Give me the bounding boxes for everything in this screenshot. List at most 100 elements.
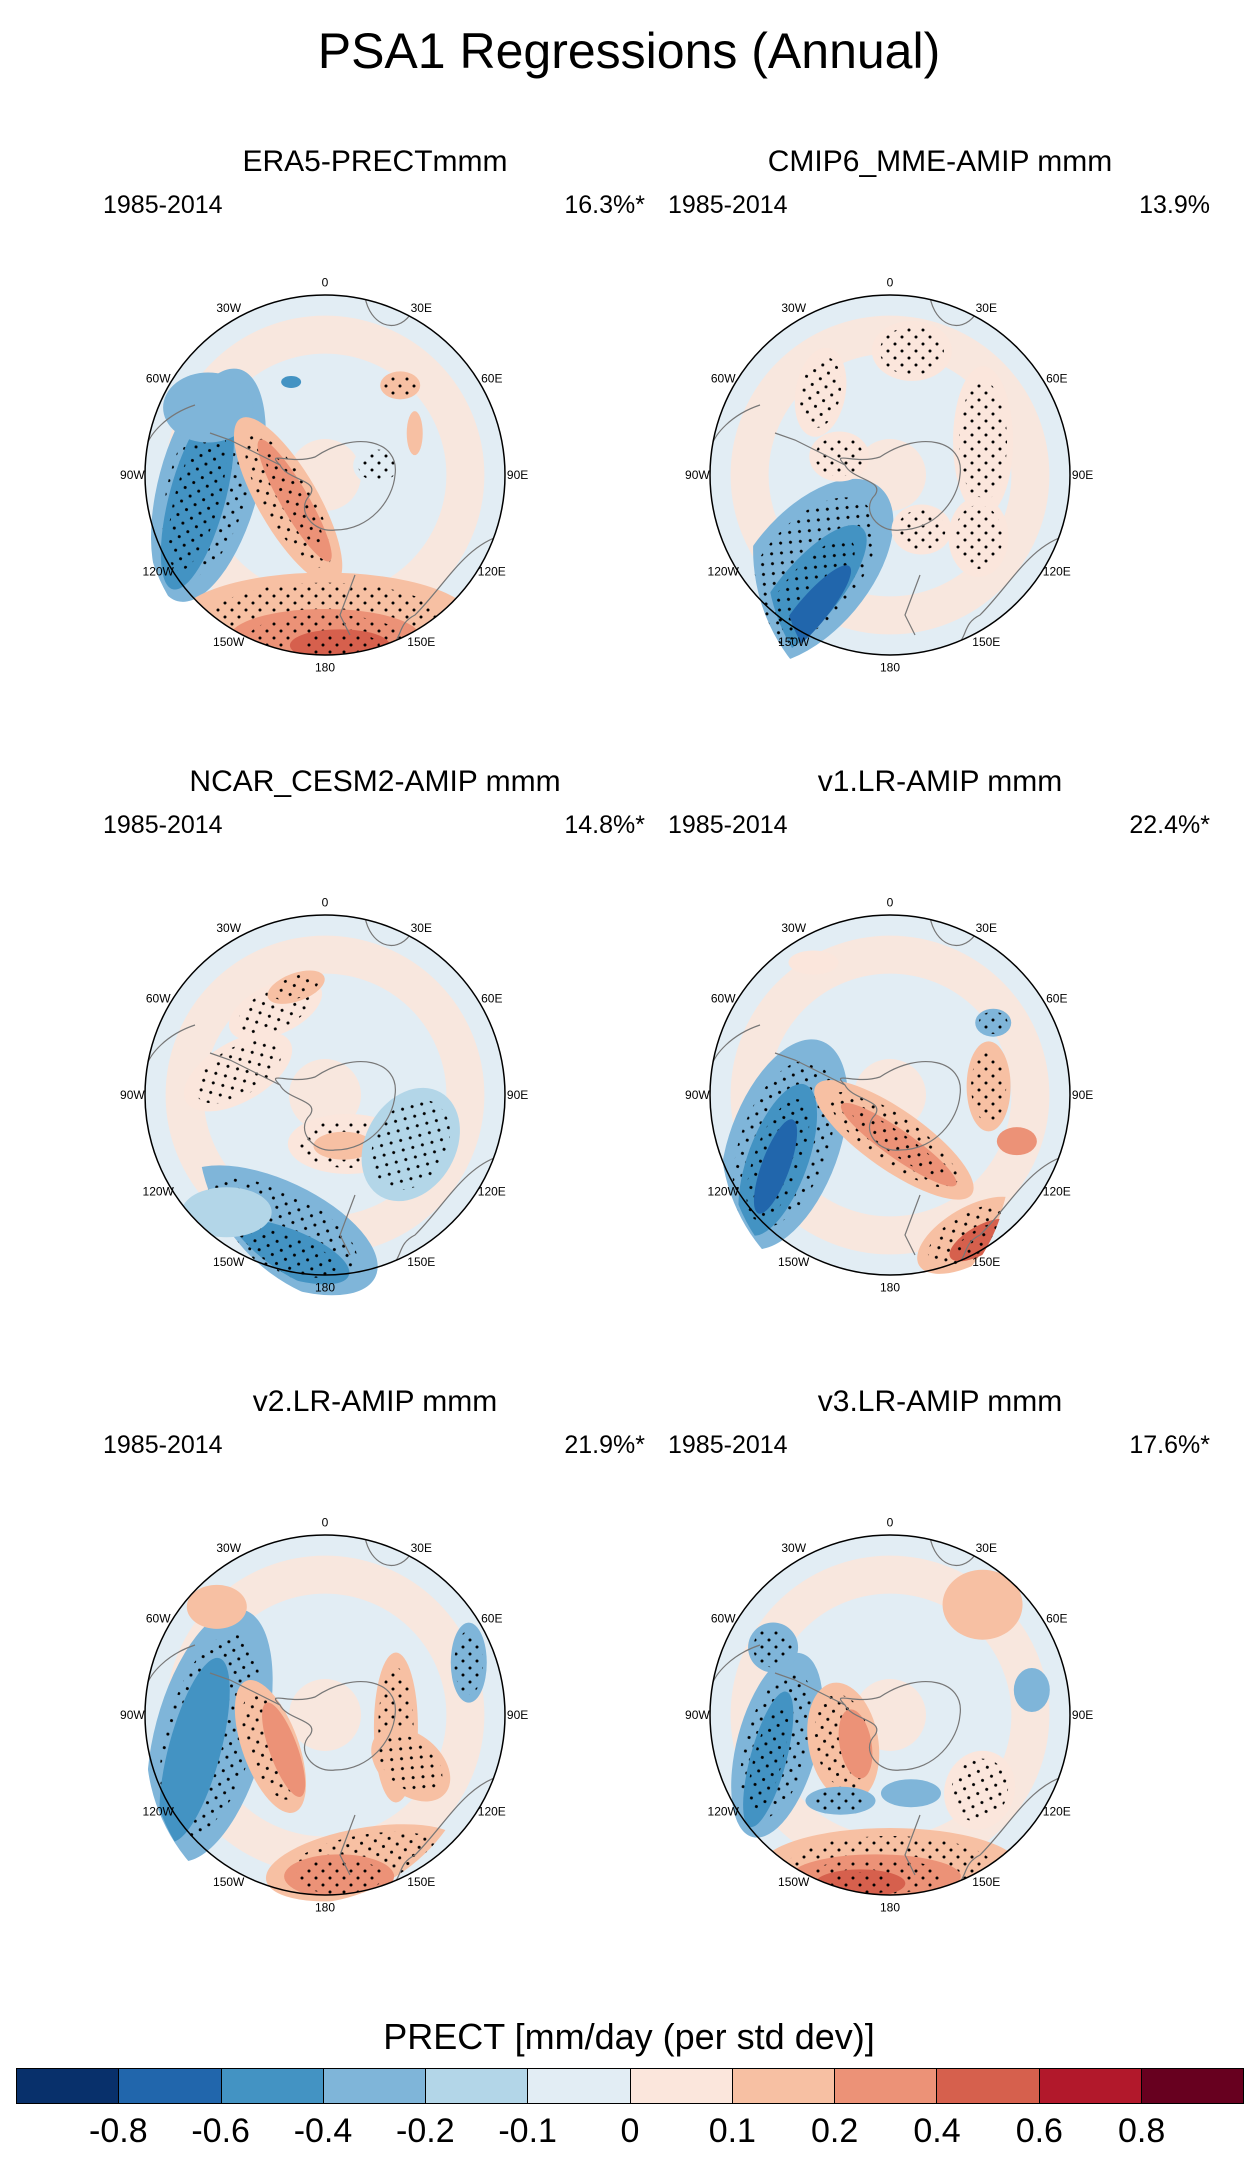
longitude-label: 120E xyxy=(1043,1804,1071,1818)
longitude-label: 90E xyxy=(1072,468,1093,482)
anomaly-region xyxy=(942,1569,1023,1640)
longitude-label: 150E xyxy=(407,635,435,649)
colorbar-swatch xyxy=(323,2069,426,2103)
longitude-label: 120W xyxy=(143,1184,175,1198)
colorbar-tick-label: -0.8 xyxy=(89,2112,148,2150)
significance-stippling xyxy=(371,1099,451,1190)
anomaly-region xyxy=(313,1131,374,1160)
longitude-label: 60E xyxy=(481,372,502,386)
significance-stippling xyxy=(194,1039,282,1104)
colorbar-tick-label: -0.2 xyxy=(396,2112,455,2150)
significance-stippling xyxy=(230,1225,337,1278)
panel-percent: 22.4%* xyxy=(1129,811,1210,839)
panel-years: 1985-2014 xyxy=(668,1431,788,1459)
anomaly-region xyxy=(181,1187,272,1238)
panel-percent: 17.6%* xyxy=(1129,1431,1210,1459)
colorbar-swatch xyxy=(221,2069,324,2103)
panel-title: v1.LR-AMIP mmm xyxy=(817,765,1063,798)
polar-map: 0 30E 60E 90E 120E 150E 180 150W 120W 90W 60W 30W xyxy=(685,275,1093,675)
longitude-label: 180 xyxy=(880,1901,900,1915)
colorbar-labels: -0.8 -0.6 -0.4 -0.2 -0.1 0 0.1 0.2 0.4 0.6 0.8 xyxy=(16,2112,1244,2152)
longitude-label: 150E xyxy=(972,635,1000,649)
panel-percent: 21.9%* xyxy=(564,1431,645,1459)
longitude-label: 30W xyxy=(781,1541,806,1555)
longitude-label: 30W xyxy=(216,921,241,935)
longitude-label: 180 xyxy=(880,1281,900,1295)
significance-stippling xyxy=(379,1734,443,1795)
longitude-label: 150W xyxy=(213,635,245,649)
colorbar-tick-label: 0.4 xyxy=(913,2112,961,2150)
anomaly-region xyxy=(838,1709,873,1779)
map-panel-era5: ERA5-PRECTmmm 1985-2014 16.3%* 0 30E 60E 90… xyxy=(75,145,675,745)
longitude-label: 60E xyxy=(1046,992,1067,1006)
map-panel-v2: v2.LR-AMIP mmm 1985-2014 21.9%* 0 30E 60E 9… xyxy=(75,1385,675,1985)
panel-percent: 16.3%* xyxy=(564,191,645,219)
longitude-label: 150E xyxy=(407,1255,435,1269)
longitude-label: 0 xyxy=(322,895,329,909)
colorbar-swatch xyxy=(630,2069,733,2103)
longitude-label: 180 xyxy=(880,661,900,675)
longitude-label: 60E xyxy=(481,992,502,1006)
longitude-label: 120W xyxy=(143,1804,175,1818)
longitude-label: 30W xyxy=(781,921,806,935)
significance-stippling xyxy=(879,326,944,375)
map-border xyxy=(709,294,1071,656)
panel-title: NCAR_CESM2-AMIP mmm xyxy=(189,765,561,798)
significance-stippling xyxy=(951,1758,1009,1822)
significance-stippling xyxy=(273,973,319,1001)
map-border xyxy=(144,914,506,1276)
colorbar-tick-label: 0.1 xyxy=(708,2112,756,2150)
longitude-label: 150E xyxy=(972,1255,1000,1269)
anomaly-region xyxy=(186,1584,247,1629)
significance-stippling xyxy=(955,1222,1006,1258)
longitude-label: 150W xyxy=(778,635,810,649)
anomaly-region xyxy=(159,1657,230,1842)
longitude-label: 150W xyxy=(213,1875,245,1889)
longitude-label: 120W xyxy=(143,564,175,578)
longitude-label: 150W xyxy=(213,1255,245,1269)
longitude-label: 30E xyxy=(976,921,997,935)
anomaly-region xyxy=(406,411,423,456)
longitude-label: 60E xyxy=(1046,372,1067,386)
longitude-label: 120E xyxy=(1043,564,1071,578)
colorbar-swatch xyxy=(835,2069,938,2103)
anomaly-region xyxy=(753,1119,798,1214)
longitude-label: 30E xyxy=(411,301,432,315)
anomaly-region xyxy=(788,950,839,975)
panel-title: v3.LR-AMIP mmm xyxy=(817,1385,1063,1418)
significance-stippling xyxy=(959,381,1008,502)
significance-stippling xyxy=(265,451,325,550)
panel-percent: 14.8%* xyxy=(564,811,645,839)
longitude-label: 0 xyxy=(887,895,894,909)
significance-stippling xyxy=(748,1705,789,1814)
longitude-label: 60W xyxy=(146,372,171,386)
map-panel-cmip6: CMIP6_MME-AMIP mmm 1985-2014 13.9% 0 30E 6… xyxy=(640,145,1240,745)
significance-stippling xyxy=(824,1872,897,1895)
longitude-label: 90E xyxy=(507,1088,528,1102)
colorbar-title: PRECT [mm/day (per std dev)] xyxy=(383,2016,875,2057)
longitude-label: 0 xyxy=(322,1515,329,1529)
panel-title: ERA5-PRECTmmm xyxy=(242,145,508,178)
panel-years: 1985-2014 xyxy=(103,811,223,839)
longitude-label: 180 xyxy=(315,1281,335,1295)
longitude-label: 30W xyxy=(216,301,241,315)
longitude-label: 150E xyxy=(972,1875,1000,1889)
panel-title: CMIP6_MME-AMIP mmm xyxy=(767,145,1113,178)
figure-title: PSA1 Regressions (Annual) xyxy=(317,23,941,79)
colorbar-tick-label: 0.8 xyxy=(1118,2112,1166,2150)
longitude-label: 30E xyxy=(976,1541,997,1555)
colorbar-swatch xyxy=(1141,2069,1243,2103)
colorbar xyxy=(16,2068,1244,2104)
longitude-label: 60W xyxy=(711,992,736,1006)
colorbar-tick-label: 0.2 xyxy=(811,2112,859,2150)
longitude-label: 90E xyxy=(507,468,528,482)
longitude-label: 60E xyxy=(1046,1612,1067,1626)
longitude-label: 180 xyxy=(315,1901,335,1915)
polar-map: 0 30E 60E 90E 120E 150E 180 150W 120W 90W 60W 30W xyxy=(120,895,528,1296)
longitude-label: 90W xyxy=(685,1708,710,1722)
longitude-label: 30E xyxy=(411,921,432,935)
map-panel-v3: v3.LR-AMIP mmm 1985-2014 17.6%* 0 30E 60E 9… xyxy=(640,1385,1240,1985)
colorbar-tick-label: -0.4 xyxy=(293,2112,353,2150)
significance-stippling xyxy=(954,504,1003,569)
longitude-label: 30W xyxy=(216,1541,241,1555)
